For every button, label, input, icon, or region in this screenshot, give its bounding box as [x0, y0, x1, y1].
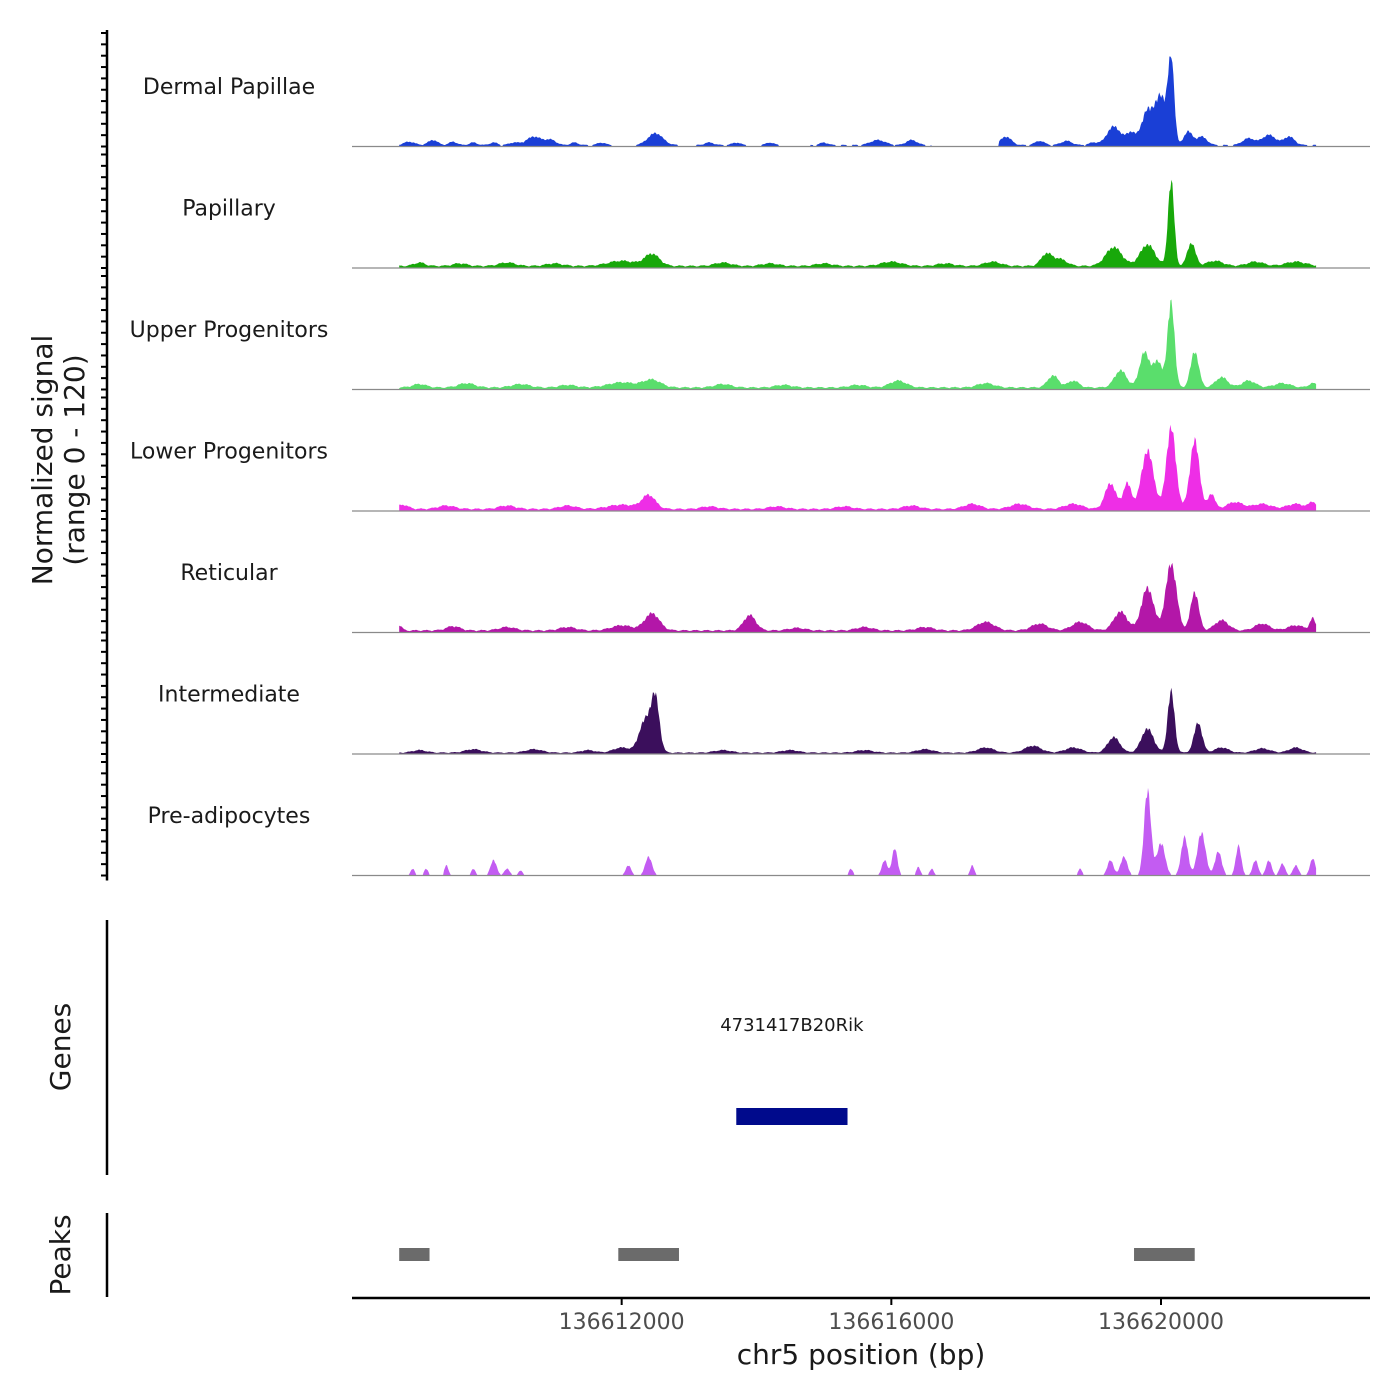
track-intermediate: Intermediate: [101, 639, 1370, 755]
signal-area: [399, 562, 1317, 633]
gene-body: [736, 1108, 848, 1125]
track-label: Reticular: [180, 561, 278, 586]
signal-area: [399, 424, 1317, 511]
track-reticular: Reticular: [101, 518, 1370, 634]
y-axis-title-line1: Normalized signal: [26, 335, 59, 586]
peaks-axis-title: Peaks: [44, 1214, 77, 1295]
genes-panel: Genes 4731417B20Rik: [44, 920, 864, 1175]
signal-area: [399, 56, 1317, 147]
track-label: Upper Progenitors: [130, 318, 329, 343]
signal-area: [399, 787, 1317, 876]
track-lower-progenitors: Lower Progenitors: [101, 396, 1370, 512]
signal-area: [399, 299, 1317, 390]
signal-area: [399, 687, 1317, 754]
track-label: Intermediate: [158, 683, 300, 708]
x-axis-title: chr5 position (bp): [737, 1338, 986, 1371]
y-axis-title-line2: (range 0 - 120): [58, 354, 91, 565]
peak-region: [618, 1248, 679, 1261]
track-papillary: Papillary: [101, 153, 1370, 269]
peak-region: [399, 1248, 430, 1261]
track-upper-progenitors: Upper Progenitors: [101, 275, 1370, 391]
signal-area: [399, 179, 1317, 268]
track-label: Dermal Papillae: [143, 75, 315, 100]
x-tick-label: 136620000: [1098, 1310, 1224, 1335]
track-label: Lower Progenitors: [130, 440, 328, 465]
track-pre-adipocytes: Pre-adipocytes: [101, 761, 1370, 877]
x-axis: chr5 position (bp) 136612000 136616000 136…: [352, 1296, 1370, 1371]
peaks-panel: Peaks: [44, 1213, 1195, 1297]
genes-axis-title: Genes: [44, 1003, 77, 1091]
track-dermal-papillae: Dermal Papillae: [101, 32, 1370, 148]
track-label: Pre-adipocytes: [148, 804, 311, 829]
x-tick-label: 136612000: [559, 1310, 685, 1335]
gene-label: 4731417B20Rik: [720, 1015, 864, 1036]
x-tick-label: 136616000: [828, 1310, 954, 1335]
peak-region: [1134, 1248, 1195, 1261]
track-label: Papillary: [182, 197, 276, 222]
coverage-tracks: Dermal Papillae Papillary Upper Progenitor…: [101, 30, 1370, 881]
